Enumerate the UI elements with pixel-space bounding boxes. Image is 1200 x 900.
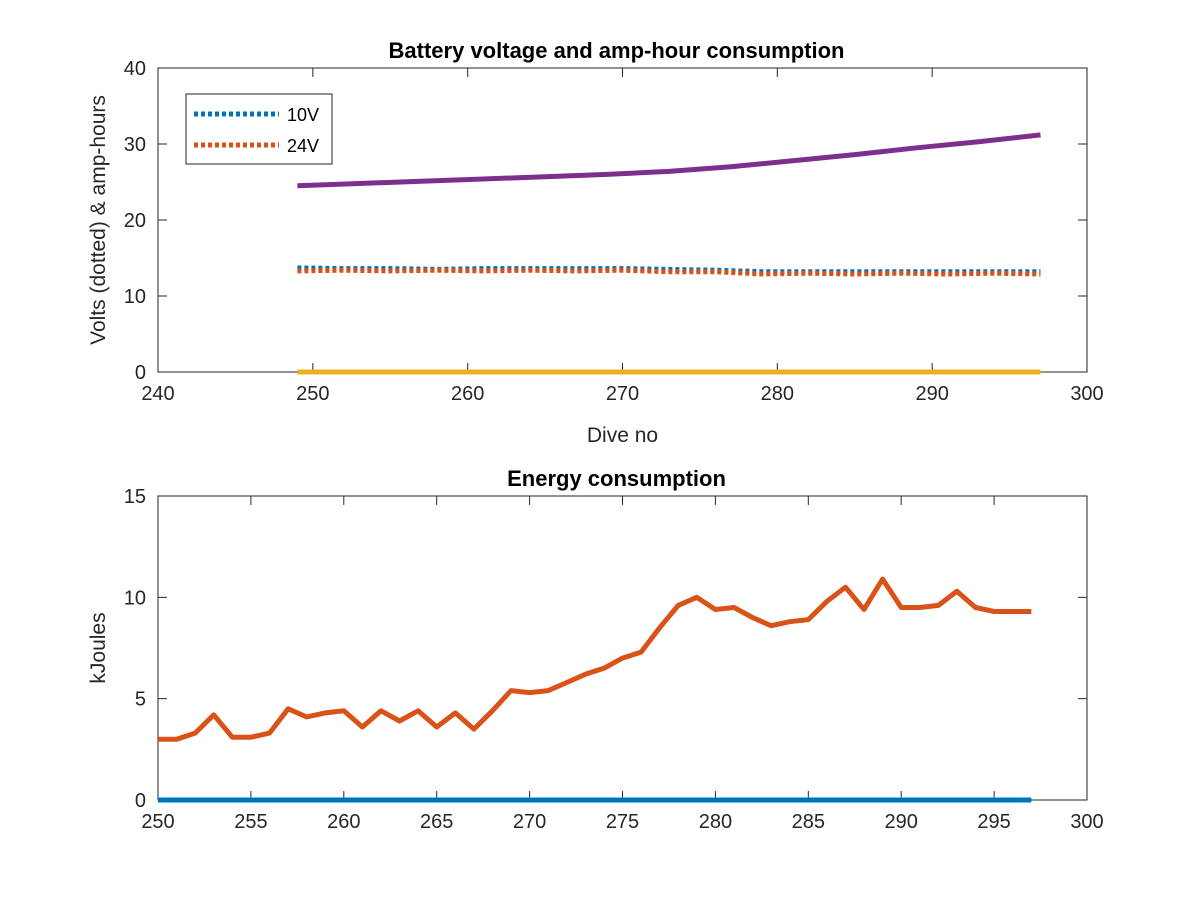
x-tick-label: 300 (1070, 811, 1103, 833)
x-tick-label: 270 (513, 811, 546, 833)
x-tick-label: 280 (761, 383, 794, 405)
series-line-0 (158, 576, 1032, 742)
x-tick-label: 240 (141, 383, 174, 405)
y-axis-label: kJoules (87, 612, 110, 683)
y-tick-label: 10 (124, 286, 146, 308)
y-tick-label: 0 (135, 790, 146, 812)
series-line-24v (297, 267, 1041, 277)
y-tick-label: 40 (124, 58, 146, 80)
y-tick-label: 0 (135, 362, 146, 384)
x-tick-label: 260 (451, 383, 484, 405)
x-tick-label: 255 (234, 811, 267, 833)
energy-chart: 250 255 260 265 270 275 280 285 290 295 300 0 5 10 15 E… (87, 466, 1104, 833)
x-tick-label: 275 (606, 811, 639, 833)
x-axis-label: Dive no (587, 424, 658, 447)
x-tick-label: 265 (420, 811, 453, 833)
voltage-chart: 240 250 260 270 280 290 300 0 10 20 30 40 Battery vo… (87, 38, 1104, 447)
legend: 10V 24V (185, 93, 333, 165)
y-axis-label: Volts (dotted) & amp-hours (87, 95, 110, 345)
y-tick-label: 5 (135, 689, 146, 711)
x-tick-label: 270 (606, 383, 639, 405)
y-tick-label: 20 (124, 210, 146, 232)
x-tick-label: 280 (699, 811, 732, 833)
x-tick-label: 290 (885, 811, 918, 833)
x-tick-label: 300 (1070, 383, 1103, 405)
x-tick-label: 290 (915, 383, 948, 405)
legend-box (185, 93, 333, 165)
x-tick-label: 295 (977, 811, 1010, 833)
y-tick-label: 30 (124, 134, 146, 156)
series-line-2 (297, 132, 1041, 189)
legend-label-10v: 10V (287, 105, 319, 125)
x-tick-label: 285 (792, 811, 825, 833)
energy-axes-box (157, 495, 1088, 801)
legend-label-24v: 24V (287, 136, 319, 156)
x-tick-label: 250 (141, 811, 174, 833)
energy-chart-title: Energy consumption (507, 466, 726, 491)
y-tick-label: 15 (124, 486, 146, 508)
y-tick-label: 10 (124, 587, 146, 609)
x-tick-label: 250 (296, 383, 329, 405)
voltage-chart-title: Battery voltage and amp-hour consumption (389, 38, 845, 63)
x-tick-label: 260 (327, 811, 360, 833)
